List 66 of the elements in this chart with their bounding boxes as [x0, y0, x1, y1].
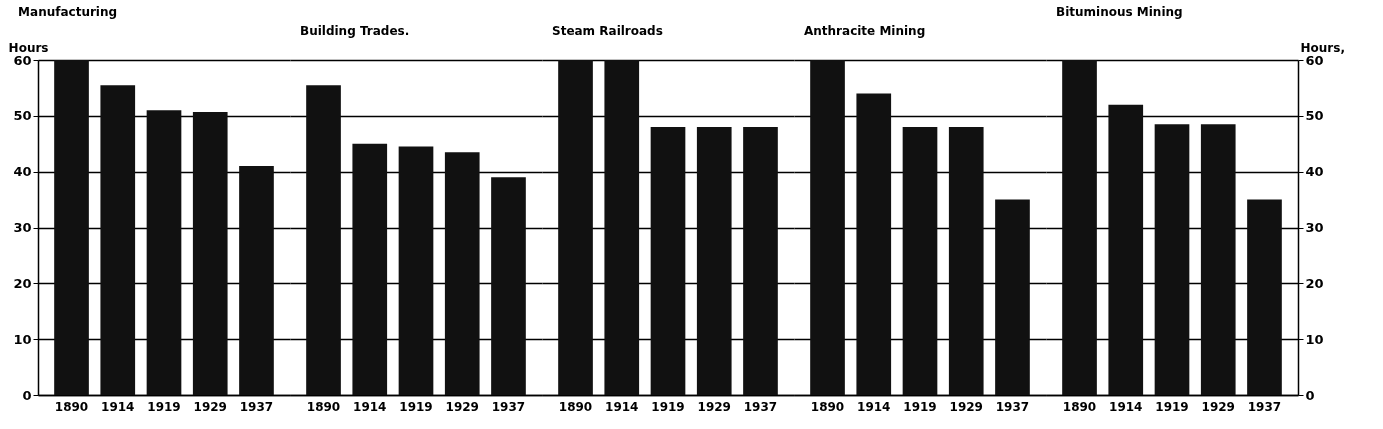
- x-tick-label: 1890: [1062, 399, 1097, 414]
- bar: [352, 143, 388, 395]
- x-tick-label: 1890: [810, 399, 845, 414]
- x-tick-label: 1937: [239, 399, 274, 414]
- chart-title: Anthracite Mining: [804, 24, 926, 38]
- x-tick-label: 1929: [445, 399, 479, 414]
- bar: [54, 60, 89, 395]
- bar: [398, 146, 434, 395]
- y-tick-label: 30: [13, 220, 32, 235]
- x-tick-label: 1919: [651, 399, 685, 414]
- y-tick-label: 60: [1305, 52, 1324, 68]
- chart-title: Manufacturing: [18, 5, 118, 19]
- bar: [146, 110, 182, 395]
- x-tick-label: 1914: [857, 399, 891, 414]
- y-tick-label: 0: [22, 387, 32, 403]
- bar: [306, 85, 341, 395]
- y-tick-label: 10: [13, 331, 32, 347]
- bar: [948, 127, 984, 395]
- chart-title: Bituminous Mining: [1056, 5, 1183, 19]
- chart-title: Steam Railroads: [552, 24, 663, 38]
- bar: [995, 199, 1030, 395]
- x-tick-label: 1919: [1155, 399, 1189, 414]
- x-tick-label: 1937: [743, 399, 778, 414]
- x-tick-label: 1937: [491, 399, 526, 414]
- x-tick-label: 1919: [903, 399, 937, 414]
- bar: [1062, 60, 1097, 395]
- x-tick-label: 1929: [1201, 399, 1235, 414]
- x-tick-label: 1929: [697, 399, 731, 414]
- x-tick-label: 1929: [193, 399, 227, 414]
- y-tick-label: 60: [13, 52, 32, 68]
- y-tick-label: 50: [13, 108, 32, 124]
- chart-title: Building Trades.: [300, 24, 410, 38]
- bar: [1247, 199, 1282, 395]
- x-tick-label: 1914: [605, 399, 639, 414]
- bar: [1154, 124, 1190, 395]
- bar: [1108, 104, 1144, 395]
- y-tick-label: 20: [13, 275, 32, 291]
- y-tick-label: 10: [1305, 331, 1324, 347]
- y-tick-label: 40: [13, 164, 32, 180]
- x-tick-label: 1929: [949, 399, 983, 414]
- bar: [810, 60, 845, 395]
- x-tick-label: 1914: [1109, 399, 1143, 414]
- x-tick-label: 1890: [306, 399, 341, 414]
- y-tick-label: 50: [1305, 108, 1324, 124]
- x-tick-label: 1919: [147, 399, 181, 414]
- x-tick-label: 1937: [1247, 399, 1282, 414]
- x-tick-label: 1914: [353, 399, 387, 414]
- bar: [902, 127, 938, 395]
- y-axis-title: Hours,: [1300, 40, 1345, 55]
- bar: [239, 166, 274, 395]
- bar: [192, 111, 228, 395]
- y-tick-label: 30: [1305, 220, 1324, 235]
- x-tick-label: 1937: [995, 399, 1030, 414]
- y-tick-label: 0: [1305, 387, 1315, 403]
- y-tick-label: 20: [1305, 275, 1324, 291]
- x-tick-label: 1890: [558, 399, 593, 414]
- y-axis-title: Hours: [8, 40, 49, 55]
- x-tick-label: 1919: [399, 399, 433, 414]
- x-tick-label: 1914: [101, 399, 135, 414]
- y-tick-label: 40: [1305, 164, 1324, 180]
- bar: [856, 93, 892, 395]
- x-tick-label: 1890: [54, 399, 89, 414]
- bar: [491, 177, 526, 395]
- bar: [100, 85, 136, 395]
- bar: [1200, 124, 1236, 395]
- bar: [444, 152, 480, 395]
